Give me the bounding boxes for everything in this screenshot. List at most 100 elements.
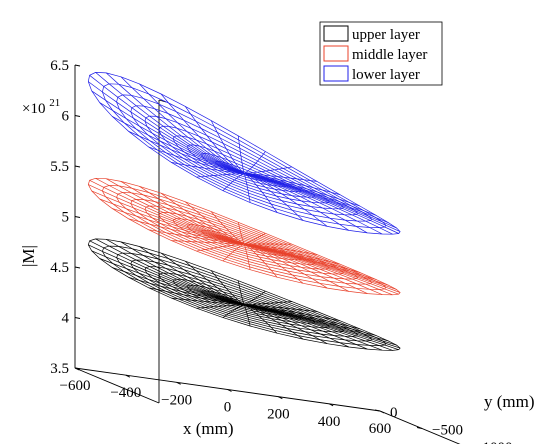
z-tick [74, 165, 81, 168]
mesh-spoke [244, 243, 368, 294]
mesh-spoke [128, 218, 245, 245]
legend-label-lower: lower layer [352, 67, 420, 83]
mesh-spoke [244, 304, 360, 330]
z-tick [74, 266, 81, 269]
mesh-spoke [244, 173, 401, 232]
mesh-spoke [244, 304, 383, 351]
axis-line [74, 367, 160, 404]
mesh-spoke [244, 243, 278, 278]
mesh-spoke [95, 238, 245, 306]
mesh-spoke [111, 267, 245, 306]
mesh-spoke [244, 243, 360, 273]
x-tick-label: 0 [224, 400, 232, 416]
mesh-spoke [237, 135, 245, 174]
z-tick [74, 115, 81, 117]
x-tick [125, 374, 131, 378]
mesh-spoke [244, 243, 389, 286]
mesh-spoke [222, 304, 245, 318]
mesh-spoke [88, 81, 245, 174]
mesh-spoke [120, 181, 245, 245]
mesh-spoke [120, 76, 245, 174]
mesh-spoke [244, 301, 292, 306]
y-tick-label: 0 [390, 405, 398, 421]
mesh-spoke [222, 173, 245, 191]
z-tick-label: 5 [62, 210, 70, 226]
x-tick-label: 200 [267, 407, 290, 423]
x-tick-label: −400 [110, 385, 141, 401]
mesh-spoke [244, 243, 350, 292]
mesh-spoke [244, 151, 266, 174]
mesh-spoke [244, 173, 318, 182]
mesh-spoke [148, 146, 245, 174]
y-tick [374, 409, 381, 412]
mesh-spoke [244, 243, 328, 289]
mesh-spoke [237, 280, 245, 305]
mesh-spoke [244, 173, 389, 224]
x-tick [74, 367, 80, 371]
mesh-spoke [244, 173, 377, 216]
mesh-spoke [111, 208, 245, 245]
x-tick-label: 400 [318, 414, 341, 430]
mesh-spoke [95, 72, 245, 174]
mesh-spoke [160, 93, 245, 174]
legend-item-lower: lower layer [323, 65, 420, 83]
mesh-spoke [185, 260, 245, 306]
mesh-spoke [210, 120, 245, 174]
mesh-spoke [99, 258, 245, 306]
mesh-spoke [91, 250, 245, 306]
z-multiplier: ×10 21 [22, 97, 60, 117]
mesh-spoke [89, 240, 245, 306]
legend-swatch-middle [323, 45, 349, 62]
mesh-spoke [244, 243, 383, 295]
mesh-spoke [244, 173, 360, 207]
surface-lower-layer [87, 72, 401, 235]
z-tick-label: 5.5 [50, 159, 69, 175]
legend-item-middle: middle layer [323, 45, 427, 63]
mesh-spoke [244, 304, 393, 351]
x-tick-label: 600 [369, 421, 392, 437]
z-tick-label: 6.5 [50, 58, 69, 74]
mesh-spoke [128, 130, 245, 174]
axis-ticks: 3.544.555.566.5−600 −400 −200 0 200 400 6000−5… [50, 58, 512, 444]
mesh-spoke [99, 102, 245, 174]
mesh-spoke [99, 198, 245, 245]
mesh-spoke [244, 290, 266, 306]
z-tick-label: 6 [62, 109, 70, 125]
mesh-spoke [244, 243, 304, 284]
z-tick-label: 3.5 [50, 361, 69, 377]
mesh-spoke [244, 166, 292, 174]
z-tick [74, 216, 81, 218]
mesh-spoke [196, 243, 245, 252]
mesh-spoke [244, 173, 304, 221]
mesh-spoke [95, 177, 245, 245]
mesh-spoke [244, 304, 368, 350]
mesh-spoke [148, 229, 245, 245]
x-axis-label-text: x (mm) [183, 419, 234, 438]
mesh-spoke [171, 240, 245, 245]
x-tick [227, 389, 232, 392]
mesh-spoke [91, 190, 245, 245]
z-tick [74, 317, 81, 319]
mesh-spoke [139, 186, 245, 245]
x-tick [278, 396, 283, 400]
x-axis-label: x (mm) [183, 419, 234, 438]
legend-item-upper: upper layer [323, 25, 420, 43]
mesh-spoke [89, 75, 245, 174]
mesh-spoke [244, 243, 401, 293]
mesh-spoke [244, 173, 393, 235]
mesh-spoke [160, 192, 245, 245]
mesh-spoke [244, 173, 383, 235]
x-tick-label: −200 [161, 392, 192, 408]
x-tick [328, 403, 334, 407]
mesh-spoke [243, 304, 251, 327]
mesh-spoke [244, 232, 266, 245]
mesh-spoke [244, 304, 278, 334]
mesh-spoke [91, 90, 245, 174]
mesh-spoke [106, 178, 245, 245]
mesh-spoke [244, 173, 368, 234]
mesh-spoke [89, 179, 245, 245]
mesh-spoke [185, 201, 245, 245]
y-tick-label: −1000 [474, 440, 512, 444]
